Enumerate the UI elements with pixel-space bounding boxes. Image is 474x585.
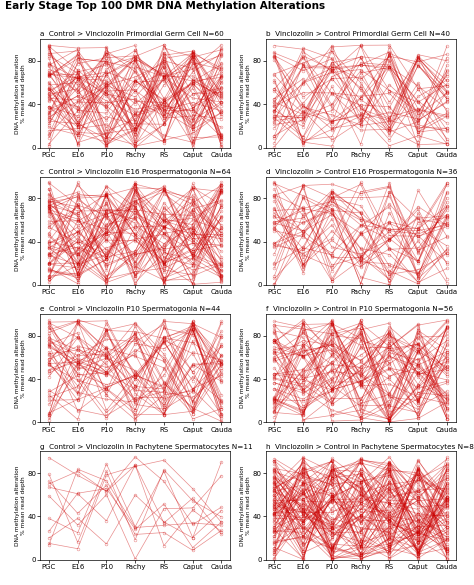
Text: a  Control > Vinclozolin Primordial Germ Cell N=60: a Control > Vinclozolin Primordial Germ … <box>40 32 224 37</box>
Y-axis label: DNA methylation alteration
% mean read depth: DNA methylation alteration % mean read d… <box>240 466 251 546</box>
Text: f  Vinclozolin > Control in P10 Spermatogonia N=56: f Vinclozolin > Control in P10 Spermatog… <box>266 306 453 312</box>
Text: h  Vinclozolin > Control in Pachytene Spermatocytes N=89: h Vinclozolin > Control in Pachytene Spe… <box>266 443 474 450</box>
Text: e  Control > Vinclozolin P10 Spermatogonia N=44: e Control > Vinclozolin P10 Spermatogoni… <box>40 306 221 312</box>
Text: Early Stage Top 100 DMR DNA Methylation Alterations: Early Stage Top 100 DMR DNA Methylation … <box>5 1 325 11</box>
Text: c  Control > Vinclozolin E16 Prospermatogonia N=64: c Control > Vinclozolin E16 Prospermatog… <box>40 169 231 175</box>
Text: g  Control > Vinclozolin in Pachytene Spermatocytes N=11: g Control > Vinclozolin in Pachytene Spe… <box>40 443 253 450</box>
Y-axis label: DNA methylation alteration
% mean read depth: DNA methylation alteration % mean read d… <box>240 328 251 408</box>
Y-axis label: DNA methylation alteration
% mean read depth: DNA methylation alteration % mean read d… <box>15 53 26 133</box>
Y-axis label: DNA methylation alteration
% mean read depth: DNA methylation alteration % mean read d… <box>15 328 26 408</box>
Text: d  Vinclozolin > Control E16 Prospermatogonia N=36: d Vinclozolin > Control E16 Prospermatog… <box>266 169 457 175</box>
Y-axis label: DNA methylation alteration
% mean read depth: DNA methylation alteration % mean read d… <box>240 191 251 271</box>
Y-axis label: DNA methylation alteration
% mean read depth: DNA methylation alteration % mean read d… <box>15 466 26 546</box>
Y-axis label: DNA methylation alteration
% mean read depth: DNA methylation alteration % mean read d… <box>240 53 251 133</box>
Text: b  Vinclozolin > Control Primordial Germ Cell N=40: b Vinclozolin > Control Primordial Germ … <box>266 32 450 37</box>
Y-axis label: DNA methylation alteration
% mean read depth: DNA methylation alteration % mean read d… <box>15 191 26 271</box>
